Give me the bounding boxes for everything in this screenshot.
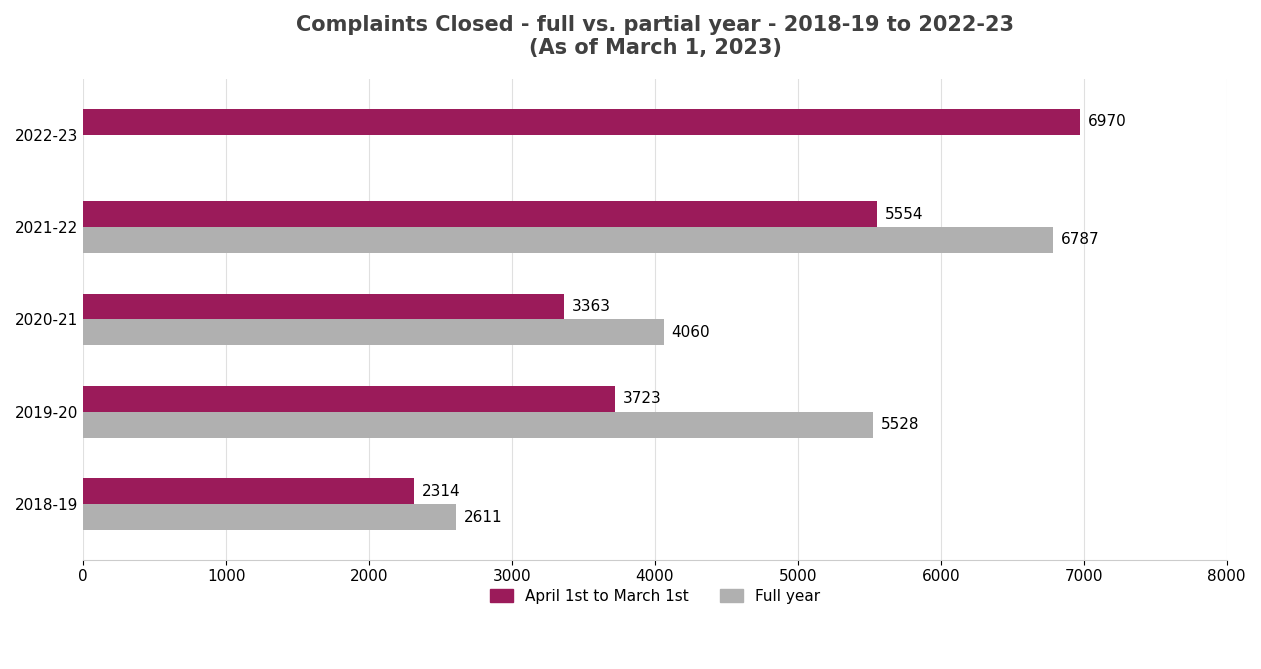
Bar <box>83 109 1079 134</box>
Title: Complaints Closed - full vs. partial year - 2018-19 to 2022-23
(As of March 1, 2: Complaints Closed - full vs. partial yea… <box>296 15 1014 58</box>
Bar <box>83 478 414 504</box>
Bar <box>83 386 615 412</box>
Bar <box>83 504 456 530</box>
Text: 2314: 2314 <box>422 484 460 499</box>
Bar <box>83 201 878 227</box>
Text: 3723: 3723 <box>623 391 662 406</box>
Text: 6787: 6787 <box>1062 232 1100 248</box>
Bar <box>83 294 564 319</box>
Text: 5554: 5554 <box>885 207 923 221</box>
Text: 6970: 6970 <box>1087 114 1126 129</box>
Bar <box>83 412 874 438</box>
Text: 3363: 3363 <box>571 299 610 314</box>
Text: 4060: 4060 <box>671 325 710 340</box>
Bar <box>83 319 663 345</box>
Bar <box>83 227 1053 253</box>
Text: 5528: 5528 <box>881 417 919 432</box>
Legend: April 1st to March 1st, Full year: April 1st to March 1st, Full year <box>484 583 826 609</box>
Text: 2611: 2611 <box>464 510 503 524</box>
